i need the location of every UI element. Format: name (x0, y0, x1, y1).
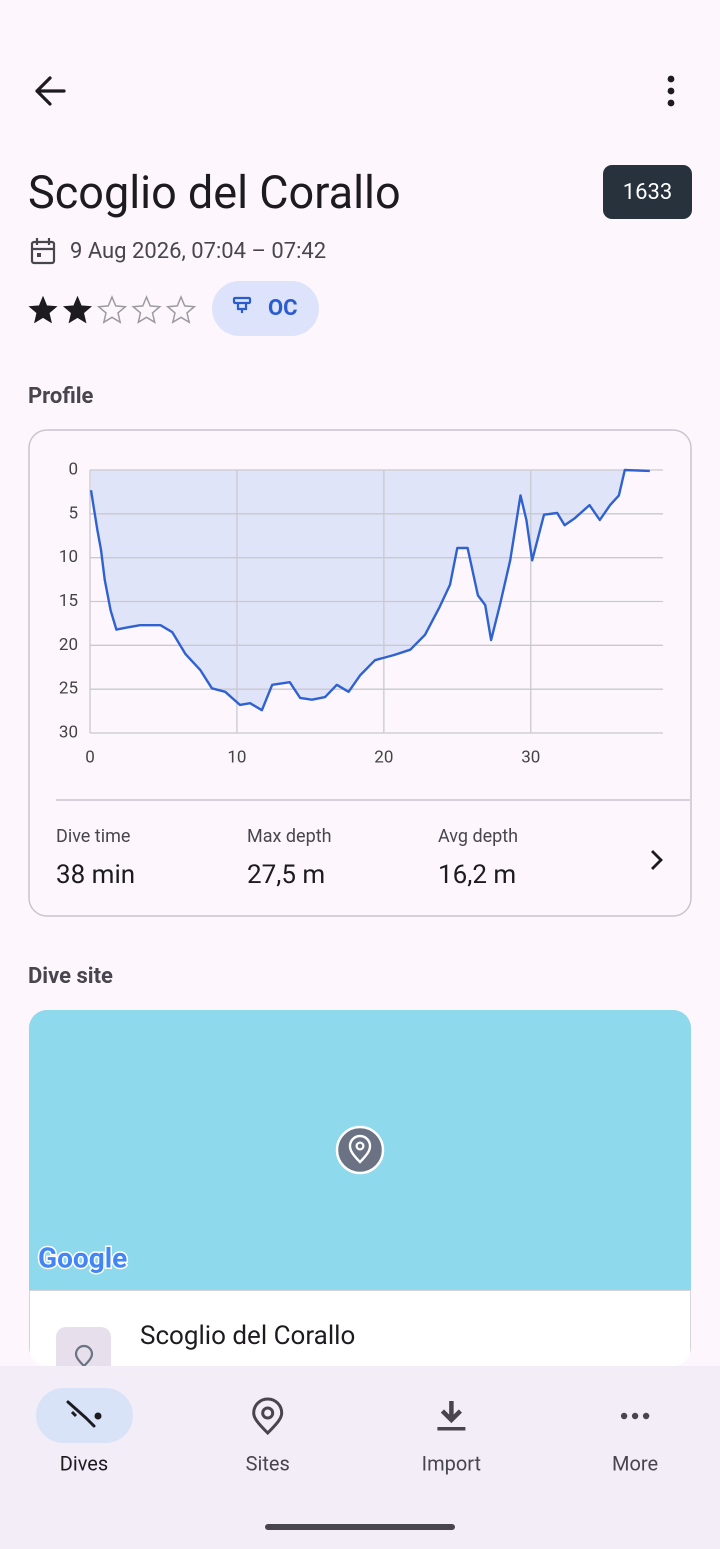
stat-value: 16,2 m (438, 860, 516, 890)
section-heading: Profile (28, 384, 94, 409)
nav-icon (66, 1400, 102, 1428)
nav-label: Dives (60, 1451, 108, 1475)
x-tick-label: 30 (521, 747, 540, 767)
stat-value: 38 min (56, 860, 135, 890)
calendar-icon (30, 238, 56, 265)
star-empty[interactable] (131, 295, 162, 324)
y-tick-label: 25 (59, 679, 78, 699)
stat-label: Dive time (56, 826, 130, 847)
chevron[interactable] (651, 850, 663, 870)
nav-icon (252, 1397, 284, 1436)
nav-icon (620, 1412, 650, 1420)
dive-datetime: 9 Aug 2026, 07:04 – 07:42 (70, 239, 326, 264)
dive-number-badge (603, 165, 692, 219)
depth-area (91, 470, 650, 711)
star-filled[interactable] (62, 295, 93, 324)
y-tick-label: 15 (59, 591, 78, 611)
nav-item[interactable]: Sites (246, 1397, 290, 1475)
x-tick-label: 20 (374, 747, 393, 767)
site-card[interactable]: Google Scoglio del Corallo (29, 1010, 691, 1410)
nav-item[interactable]: Dives (36, 1388, 133, 1475)
x-tick-label: 0 (85, 747, 95, 767)
nav-label: Import (422, 1451, 481, 1475)
y-tick-label: 5 (68, 503, 78, 523)
stat-label: Max depth (247, 826, 332, 847)
overflow-menu[interactable] (667, 75, 675, 107)
y-tick-label: 0 (68, 459, 78, 479)
nav-item[interactable]: More (612, 1412, 658, 1475)
stat-value: 27,5 m (247, 860, 325, 890)
dive-title: Scoglio del Corallo (28, 166, 401, 219)
y-tick-label: 20 (59, 635, 78, 655)
depth-line (89, 468, 650, 712)
stat-label: Avg depth (438, 826, 518, 847)
tag-label: OC (268, 296, 298, 321)
site-name: Scoglio del Corallo (140, 1321, 355, 1351)
dive-number: 1633 (623, 180, 672, 205)
y-tick-label: 30 (59, 722, 78, 742)
star-empty[interactable] (96, 295, 128, 324)
y-tick-label: 10 (59, 547, 78, 567)
depth-chart: 0 5 10 15 20 25 30 0 10 20 30 (59, 459, 663, 767)
tag-chip[interactable] (212, 281, 319, 336)
star-filled[interactable] (28, 295, 58, 324)
back-button[interactable] (35, 76, 66, 106)
tag-icon (232, 296, 252, 313)
nav-label: Sites (246, 1451, 290, 1475)
rating[interactable] (28, 295, 197, 324)
nav-icon (437, 1401, 466, 1431)
star-empty[interactable] (165, 295, 197, 324)
x-tick-label: 10 (227, 747, 246, 767)
nav-label: More (612, 1451, 658, 1475)
map-logo: Google (38, 1241, 127, 1274)
stats: Dive time 38 min Max depth 27,5 m Avg depth 1… (56, 826, 518, 890)
gesture-bar (265, 1524, 455, 1530)
nav-item[interactable]: Import (422, 1401, 481, 1475)
section-heading: Dive site (28, 964, 113, 989)
